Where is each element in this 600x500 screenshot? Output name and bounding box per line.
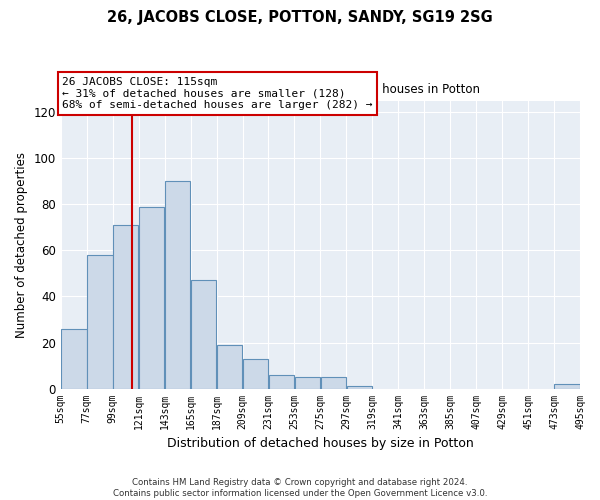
X-axis label: Distribution of detached houses by size in Potton: Distribution of detached houses by size … (167, 437, 474, 450)
Bar (242, 358, 268, 388)
Bar (87, 255, 113, 388)
Text: Contains HM Land Registry data © Crown copyright and database right 2024.
Contai: Contains HM Land Registry data © Crown c… (113, 478, 487, 498)
Bar (191, 280, 217, 388)
Bar (295, 377, 320, 388)
Bar (165, 182, 190, 388)
Bar (217, 345, 242, 389)
Text: 26 JACOBS CLOSE: 115sqm
← 31% of detached houses are smaller (128)
68% of semi-d: 26 JACOBS CLOSE: 115sqm ← 31% of detache… (62, 77, 373, 110)
Bar (139, 206, 164, 388)
Title: Size of property relative to detached houses in Potton: Size of property relative to detached ho… (161, 82, 480, 96)
Y-axis label: Number of detached properties: Number of detached properties (15, 152, 28, 338)
Text: 26, JACOBS CLOSE, POTTON, SANDY, SG19 2SG: 26, JACOBS CLOSE, POTTON, SANDY, SG19 2S… (107, 10, 493, 25)
Bar (320, 377, 346, 388)
Bar (269, 374, 294, 388)
Bar (113, 225, 139, 388)
Bar (61, 328, 86, 388)
Bar (347, 386, 372, 388)
Bar (554, 384, 580, 388)
